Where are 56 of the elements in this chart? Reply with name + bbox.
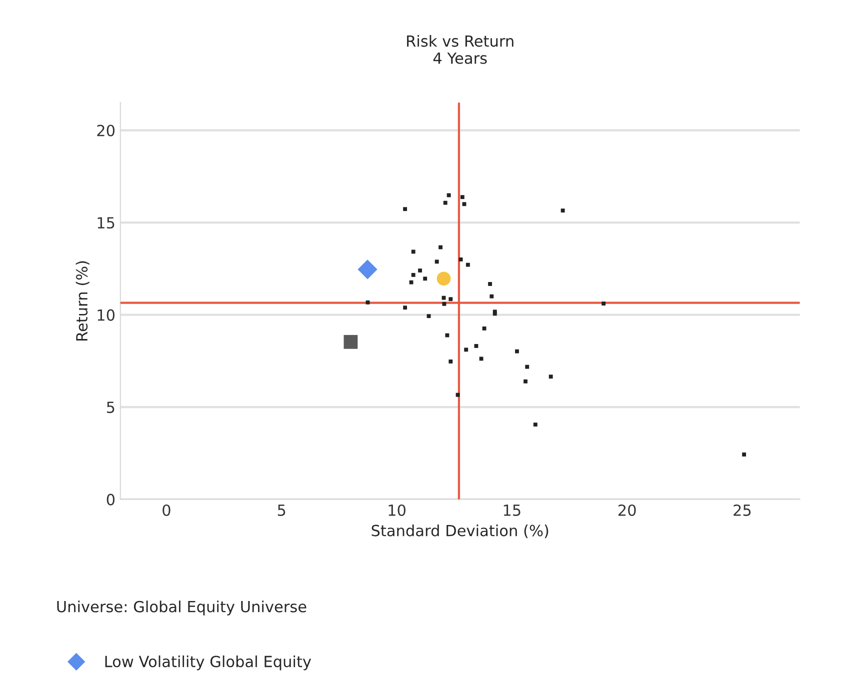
point [403, 306, 408, 310]
chart-title: Risk vs Return 4 Years [407, 34, 514, 64]
point [448, 297, 453, 302]
point [403, 207, 408, 212]
x-tick-label: 10 [388, 504, 406, 516]
point [490, 294, 494, 298]
point [466, 262, 470, 267]
x-tick-label: 25 [734, 504, 751, 516]
point [515, 349, 519, 354]
y-tick-label: 20 [97, 124, 115, 136]
point [446, 193, 451, 198]
x-axis-title: Standard Deviation (%) [372, 524, 548, 538]
point [458, 257, 463, 262]
x-tick-label: 0 [162, 504, 170, 516]
point [418, 268, 422, 272]
point [423, 276, 428, 281]
x-tick-label: 5 [278, 504, 286, 516]
point [443, 200, 448, 205]
point [488, 282, 492, 286]
y-axis-title: Return (%) [76, 261, 90, 340]
point [442, 296, 446, 300]
point [602, 302, 606, 306]
point [411, 272, 416, 277]
y-tick-label: 5 [107, 402, 114, 414]
x-tick-label: 15 [504, 504, 520, 516]
point [462, 202, 466, 206]
text: Universe: Global Equity Universe [57, 600, 306, 616]
y-tick-label: 15 [98, 217, 114, 229]
point [560, 208, 565, 213]
point [445, 333, 450, 338]
point [426, 314, 431, 318]
point [524, 379, 528, 384]
point [533, 422, 538, 427]
point [358, 260, 378, 280]
point [460, 195, 464, 200]
point [344, 334, 358, 349]
y-tick-label: 10 [98, 309, 115, 321]
point [456, 392, 460, 397]
point [464, 348, 468, 352]
point [742, 452, 746, 456]
x-tick-label: 20 [618, 504, 636, 516]
point [366, 300, 370, 304]
y-tick-label: 0 [106, 494, 115, 506]
point [434, 260, 439, 264]
point [482, 326, 486, 330]
point [438, 245, 442, 250]
point [411, 250, 416, 254]
point [436, 272, 451, 286]
point [548, 374, 553, 379]
point [409, 280, 414, 284]
point [525, 364, 530, 369]
legend-label: Low Volatility Global Equity [105, 655, 312, 670]
point [479, 356, 484, 361]
point [442, 302, 446, 306]
point [448, 360, 453, 364]
point [474, 344, 478, 348]
